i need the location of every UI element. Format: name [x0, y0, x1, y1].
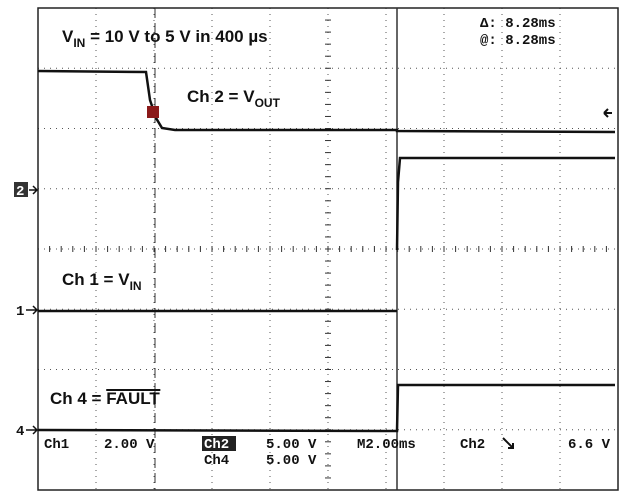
ch1-label: Ch 1 = VIN: [62, 270, 142, 293]
trigger-level-arrow: [603, 108, 612, 118]
marker-arrow: [26, 305, 39, 315]
status-ch2: Ch2: [204, 437, 229, 453]
status-ch2-box: [202, 436, 236, 451]
ch2-label: Ch 2 = VOUT: [187, 87, 281, 110]
status-ch4-scale: 5.00 V: [266, 453, 317, 469]
trigger-slope-icon: [502, 437, 514, 449]
text: Ch 1 = V: [62, 270, 130, 289]
ch4-label: Ch 4 = FAULT: [50, 389, 160, 408]
cursor-delta: Δ: 8.28ms: [480, 16, 556, 32]
status-time: M2.00ms: [357, 437, 416, 453]
ch2-marker: 2: [16, 184, 24, 200]
trigger-marker: [147, 106, 159, 118]
subscript: IN: [130, 279, 142, 293]
marker-box: [14, 182, 28, 197]
vin-step-label: VIN = 10 V to 5 V in 400 µs: [62, 27, 268, 50]
status-ch4: Ch4: [204, 453, 229, 469]
trace-ch3: [395, 156, 615, 251]
trace-ch4: [37, 383, 615, 433]
status-trigger-source: Ch2: [460, 437, 485, 453]
trace-ch2: [37, 69, 616, 134]
subscript: OUT: [255, 96, 281, 110]
marker-arrow: [26, 425, 39, 435]
text: V: [62, 27, 74, 46]
frame: [37, 7, 619, 491]
subscript: IN: [73, 36, 85, 50]
status-trigger-level: 6.6 V: [568, 437, 611, 453]
text: FAULT: [106, 389, 160, 408]
text: Ch 4 =: [50, 389, 106, 408]
ch4-marker: 4: [16, 424, 24, 440]
marker-arrow: [29, 185, 39, 195]
status-ch1: Ch1: [44, 437, 69, 453]
cursor-at: @: 8.28ms: [480, 33, 556, 49]
status-ch1-scale: 2.00 V: [104, 437, 155, 453]
text: = 10 V to 5 V in 400 µs: [85, 27, 267, 46]
status-ch2-scale: 5.00 V: [266, 437, 317, 453]
ch1-marker: 1: [16, 304, 24, 320]
text: Ch 2 = V: [187, 87, 255, 106]
